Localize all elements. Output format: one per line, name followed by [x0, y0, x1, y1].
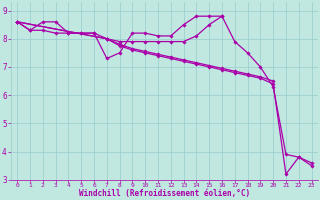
- X-axis label: Windchill (Refroidissement éolien,°C): Windchill (Refroidissement éolien,°C): [79, 189, 250, 198]
